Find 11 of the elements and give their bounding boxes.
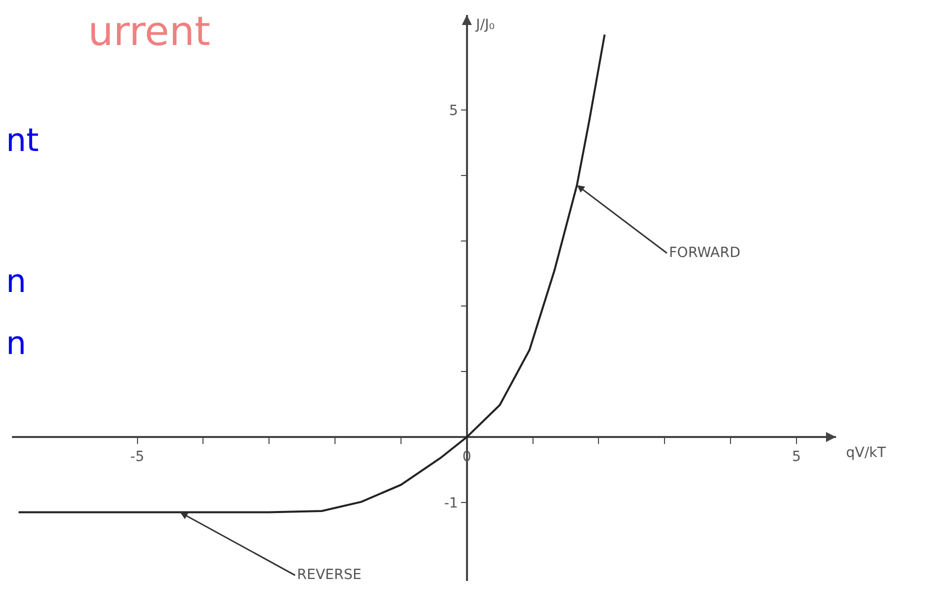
x-tick-label: -5 <box>130 448 144 465</box>
annotation: REVERSE <box>297 567 362 583</box>
x-tick-label: 5 <box>792 448 801 465</box>
annotation: nt <box>6 121 39 159</box>
annotation: n <box>6 262 26 300</box>
annotation: n <box>6 324 26 362</box>
x-axis-title: qV/kT <box>846 445 886 461</box>
annotation: FORWARD <box>669 245 740 261</box>
annotation: urrent <box>88 9 210 55</box>
y-tick-label: -1 <box>444 495 458 512</box>
y-axis-title: J/J₀ <box>475 17 495 33</box>
